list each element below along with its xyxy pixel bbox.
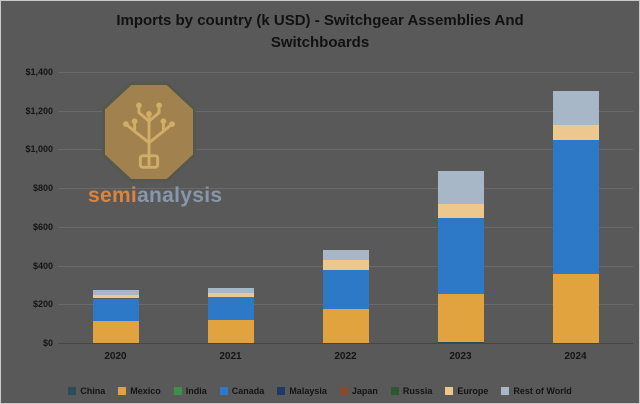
y-tick-label: $800: [32, 183, 53, 194]
legend-item: Mexico: [118, 386, 161, 396]
bar-segment-rest-of-world: [207, 287, 254, 293]
bar-segment-europe: [322, 260, 369, 270]
gridline: [58, 149, 633, 151]
semianalysis-logo: semianalysis: [88, 82, 222, 207]
chart-title: Imports by country (k USD) - Switchgear …: [1, 10, 639, 54]
legend-item: Rest of World: [501, 386, 572, 396]
legend-item: Russia: [390, 386, 433, 396]
gridline: [58, 110, 633, 112]
legend-item: Europe: [445, 386, 488, 396]
legend-swatch: [390, 387, 399, 395]
bar-segment-mexico: [207, 319, 254, 343]
legend-swatch: [445, 387, 454, 395]
y-tick-label: $0: [42, 338, 53, 348]
legend-swatch: [173, 387, 182, 395]
legend-item: China: [68, 386, 105, 396]
y-tick-label: $1,400: [25, 67, 53, 77]
y-tick-label: $200: [32, 299, 53, 310]
bar-segment-china: [437, 342, 484, 343]
bar-segment-mexico: [552, 273, 599, 343]
legend-label: Russia: [402, 386, 433, 396]
y-tick-label: $400: [32, 260, 53, 271]
bar-segment-canada: [92, 298, 139, 321]
legend-item: India: [173, 386, 207, 396]
gridline: [58, 72, 633, 73]
legend-swatch: [277, 387, 286, 395]
logo-word-analysis: analysis: [137, 184, 223, 207]
x-tick-label: 2020: [104, 351, 127, 362]
legend: China Mexico India Canada Malaysia Japan Russi…: [1, 386, 639, 396]
legend-label: China: [80, 386, 106, 396]
legend-item: Japan: [339, 386, 378, 396]
x-tick-label: 2021: [219, 351, 242, 362]
legend-swatch: [68, 387, 77, 395]
y-tick-label: $600: [32, 221, 53, 232]
x-tick-label: 2024: [564, 351, 587, 362]
bar-segment-europe: [552, 124, 599, 141]
bar-segment-europe: [207, 292, 254, 297]
legend-label: Europe: [457, 386, 489, 396]
legend-label: Rest of World: [513, 386, 572, 396]
y-axis-labels: $0 $200 $400 $600 $800 $1,000 $1,200 $1,400: [5, 67, 53, 348]
logo-octagon-icon: [105, 85, 193, 179]
gridline: [58, 226, 633, 228]
bar-segment-mexico: [437, 294, 484, 343]
legend-label: Japan: [351, 386, 378, 396]
legend-swatch: [118, 387, 127, 395]
plot-area: semianalysis: [58, 72, 633, 344]
legend-item: Canada: [219, 386, 265, 396]
legend-label: India: [185, 386, 207, 396]
bar-segment-canada: [322, 269, 369, 309]
legend-label: Canada: [231, 386, 265, 396]
legend-item: Malaysia: [277, 386, 327, 396]
x-tick-label: 2022: [334, 351, 357, 362]
bar-segment-rest-of-world: [552, 91, 599, 125]
y-tick-label: $1,000: [25, 144, 53, 155]
logo-word-semi: semi: [88, 184, 138, 207]
bar-segment-europe: [92, 294, 139, 299]
chart-title-line1: Imports by country (k USD) - Switchgear …: [116, 12, 524, 29]
bar-segment-canada: [437, 217, 484, 295]
legend-swatch: [219, 387, 228, 395]
x-tick-label: 2023: [449, 351, 472, 362]
legend-swatch: [501, 387, 510, 395]
bar-segment-rest-of-world: [92, 290, 139, 295]
logo-octagon-border: [102, 82, 196, 182]
legend-swatch: [339, 387, 348, 395]
bar-segment-canada: [552, 140, 599, 274]
y-tick-label: $1,200: [25, 105, 53, 116]
bar-segment-canada: [207, 296, 254, 320]
chart-title-line2: Switchboards: [270, 33, 370, 51]
bar-segment-europe: [437, 203, 484, 218]
logo-wordmark: semianalysis: [88, 184, 222, 207]
bar-segment-rest-of-world: [322, 250, 369, 261]
bar-segment-mexico: [322, 308, 369, 343]
legend-label: Mexico: [130, 386, 161, 396]
bar-segment-mexico: [92, 320, 139, 343]
legend-label: Malaysia: [289, 386, 327, 396]
bar-segment-rest-of-world: [437, 170, 484, 204]
gridline: [58, 188, 633, 190]
circuit-tree-icon: [123, 102, 175, 169]
x-axis-labels: 2020 2021 2022 2023 2024: [58, 351, 633, 365]
